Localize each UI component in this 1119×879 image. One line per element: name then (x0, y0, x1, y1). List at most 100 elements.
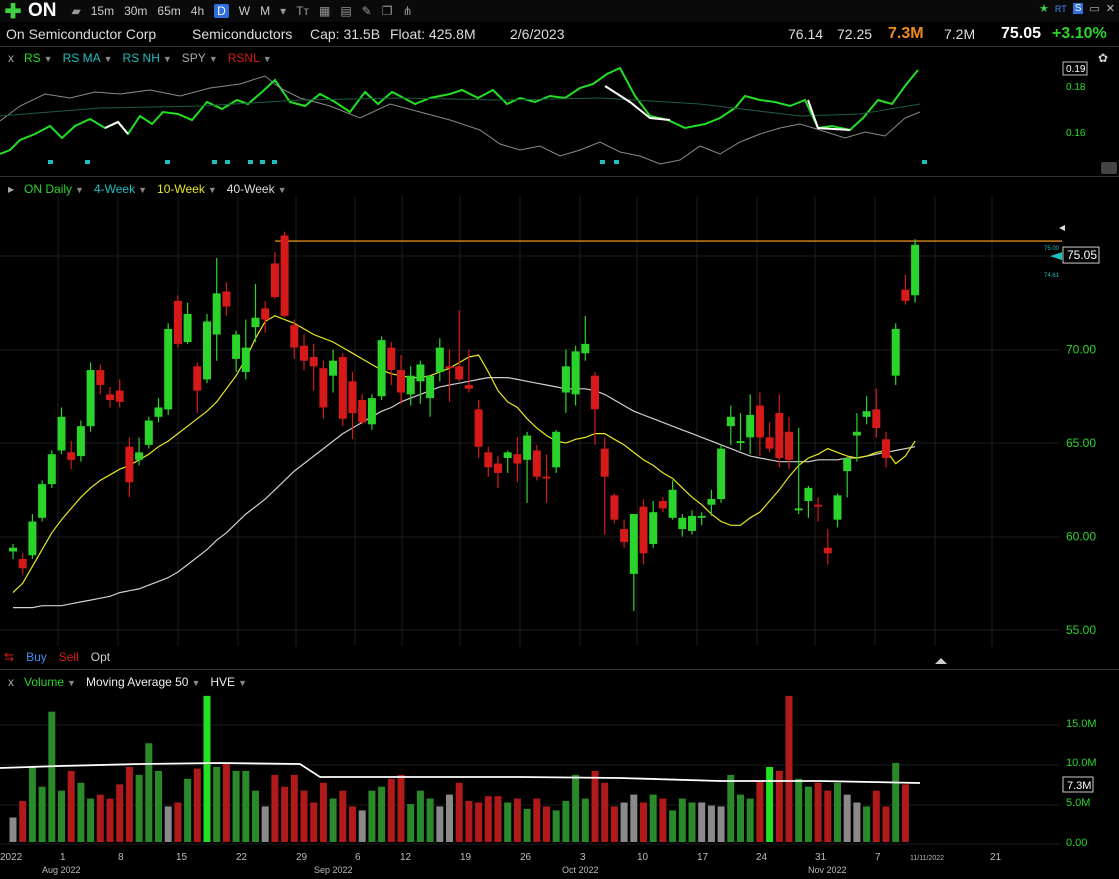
price-axis-label: 65.00 (1066, 436, 1096, 450)
forty-week-legend-item[interactable]: 40-Week ▼ (226, 182, 287, 196)
buy-button[interactable]: Buy (26, 650, 47, 664)
star-icon[interactable]: ★ (1038, 3, 1049, 15)
order-icon[interactable]: ⇆ (4, 650, 15, 664)
time-axis-label: 12 (400, 852, 412, 863)
close-volume-panel-button[interactable]: x (8, 675, 14, 689)
candle (144, 416, 153, 449)
candle (212, 257, 221, 361)
vol-axis-15m: 15.0M (1066, 718, 1097, 730)
calculator-icon[interactable]: ▤ (340, 4, 352, 18)
rsnl-legend-item[interactable]: RSNL ▼ (227, 51, 272, 65)
candle (736, 413, 745, 451)
volume-bar (834, 782, 841, 842)
volume-bar (484, 796, 492, 842)
timeframe-daily[interactable]: D (214, 4, 229, 18)
timeframe-dropdown-icon[interactable]: ▾ (280, 4, 287, 18)
rs-white-segment (604, 85, 671, 121)
candle (852, 413, 861, 462)
time-axis-label: 21 (990, 852, 1002, 863)
volume-bar (465, 800, 473, 842)
volume-bar (213, 766, 221, 842)
rs-new-high-dot (922, 160, 927, 164)
candles (9, 231, 920, 612)
volume-bar (640, 802, 647, 842)
chart-settings-icon[interactable]: ▰ (71, 4, 81, 18)
rs-nh-legend-item[interactable]: RS NH ▼ (122, 51, 172, 65)
on-daily-legend-item[interactable]: ON Daily ▼ (24, 182, 84, 196)
four-week-legend-item[interactable]: 4-Week ▼ (93, 182, 148, 196)
candle (377, 336, 386, 400)
candle (542, 454, 551, 503)
volume-bar (164, 806, 172, 842)
timeframe-4h[interactable]: 4h (190, 4, 205, 18)
window-icon[interactable]: ▭ (1089, 3, 1100, 15)
candle (232, 330, 241, 372)
timeframe-monthly[interactable]: M (260, 4, 271, 18)
candle (358, 394, 367, 425)
volume-legend-item[interactable]: Volume ▼ (24, 675, 76, 689)
last-price-tag (1062, 246, 1100, 264)
add-symbol-icon[interactable]: ✚ (4, 0, 22, 23)
text-tool-icon[interactable]: Tт (296, 4, 309, 18)
candle (755, 392, 764, 457)
s-badge-icon[interactable]: S (1072, 3, 1084, 14)
volume-bar (407, 804, 415, 842)
timeframe-65m[interactable]: 65m (157, 4, 181, 18)
rt-icon[interactable]: RT (1054, 3, 1067, 14)
close-rs-panel-button[interactable]: x (8, 51, 14, 65)
ma50-legend-item[interactable]: Moving Average 50 ▼ (85, 675, 201, 689)
ten-week-legend-item[interactable]: 10-Week ▼ (157, 182, 217, 196)
candle (678, 514, 687, 537)
rs-new-high-dot (165, 160, 170, 164)
volume-bar (863, 806, 871, 842)
volume-bars (9, 695, 909, 842)
close-icon[interactable]: ✕ (1105, 3, 1115, 15)
volume-bar (504, 802, 512, 842)
candle (406, 366, 415, 406)
timeframe-weekly[interactable]: W (238, 4, 251, 18)
volume-bar (67, 770, 75, 842)
candle (261, 300, 270, 333)
palette-icon[interactable]: ✿ (1098, 51, 1108, 65)
volume-bar (96, 794, 104, 842)
volume-bar (688, 802, 696, 842)
candle (329, 349, 338, 393)
hve-legend-item[interactable]: HVE ▼ (210, 675, 247, 689)
month-label: Sep 2022 (314, 865, 353, 875)
layout-grid-icon[interactable]: ▦ (318, 4, 331, 18)
candle (600, 437, 609, 535)
spy-legend-item[interactable]: SPY ▼ (181, 51, 218, 65)
rs-ma-legend-item[interactable]: RS MA ▼ (62, 51, 113, 65)
rs-scroll-button[interactable] (1101, 162, 1117, 174)
scroll-up-arrow-icon[interactable] (935, 658, 947, 664)
collapse-arrow-icon[interactable]: ▸ (8, 182, 15, 196)
timeframe-15m[interactable]: 15m (90, 4, 115, 18)
volume-bar (814, 782, 822, 842)
candle (814, 497, 823, 522)
symbol-info-bar: On Semiconductor Corp Semiconductors Cap… (0, 22, 1119, 46)
price-chart[interactable]: 70.00 65.00 60.00 55.00 75.05 75.00 74.61 (0, 176, 1119, 666)
rs-axis-0.18: 0.18 (1066, 82, 1086, 93)
candle (86, 362, 95, 432)
avg-volume-value: 7.2M (944, 26, 976, 42)
share-icon[interactable]: ⋔ (402, 4, 413, 18)
month-label: Oct 2022 (562, 865, 599, 875)
candle (18, 553, 27, 574)
layers-icon[interactable]: ❐ (381, 4, 393, 18)
time-axis-label: 7 (875, 852, 881, 863)
symbol-label[interactable]: ON (28, 0, 57, 21)
rs-new-high-dot (85, 160, 90, 164)
rs-legend-item[interactable]: RS ▼ (24, 51, 53, 65)
volume-bar (19, 800, 27, 842)
sell-button[interactable]: Sell (58, 650, 79, 664)
options-button[interactable]: Opt (90, 650, 111, 664)
volume-bar (48, 711, 56, 842)
volume-chart: 15.0M 10.0M 5.0M 0.00 7.3M 2022 1 8 15 22 29 6… (0, 695, 1097, 875)
candle (911, 239, 920, 303)
draw-pencil-icon[interactable]: ✎ (361, 4, 372, 18)
timeframe-30m[interactable]: 30m (124, 4, 148, 18)
volume-panel-legend: x Volume ▼ Moving Average 50 ▼ HVE ▼ (8, 675, 247, 689)
candle (426, 375, 435, 417)
rs-white-segment (807, 99, 851, 131)
volume-bar (135, 774, 143, 842)
